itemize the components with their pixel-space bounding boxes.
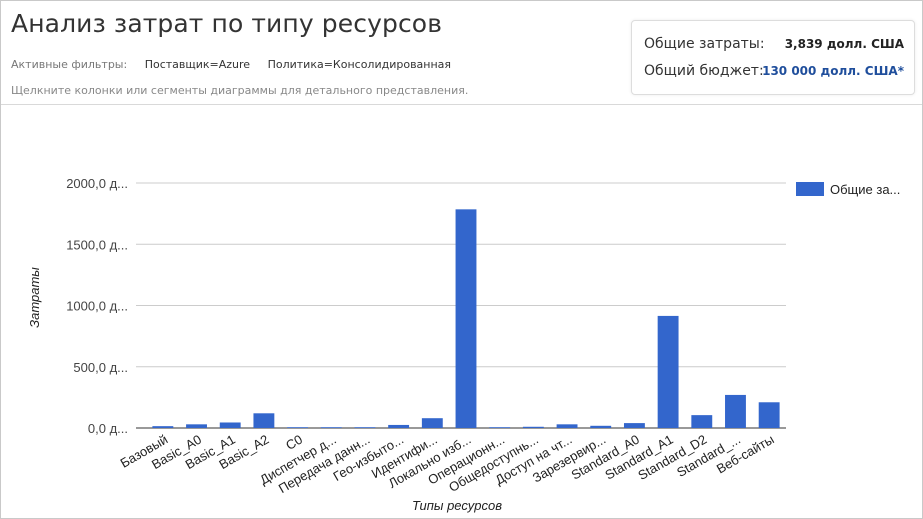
y-tick-label: 1500,0 д... (66, 237, 128, 252)
bar[interactable] (253, 413, 275, 428)
bar[interactable] (522, 426, 544, 428)
total-cost-label: Общие затраты: (644, 36, 765, 52)
bar[interactable] (623, 423, 645, 428)
legend-label[interactable]: Общие за... (830, 182, 900, 197)
bar[interactable] (354, 427, 376, 428)
total-budget-label: Общий бюджет: (644, 63, 764, 79)
bar[interactable] (287, 427, 309, 428)
total-cost-row: Общие затраты: 3,839 долл. США (644, 36, 904, 52)
bar[interactable] (590, 425, 612, 428)
y-axis-title: Затраты (27, 267, 42, 328)
bar[interactable] (186, 424, 207, 428)
filters-label: Активные фильтры: (11, 58, 128, 71)
y-tick-label: 0,0 д... (88, 421, 128, 436)
total-budget-row: Общий бюджет: 130 000 долл. США* (644, 63, 904, 79)
active-filters: Активные фильтры: Поставщик=Azure Полити… (11, 58, 465, 71)
cost-summary-card: Общие затраты: 3,839 долл. США Общий бюд… (631, 20, 915, 95)
x-tick-label: C0 (283, 432, 305, 453)
bar[interactable] (388, 424, 410, 428)
bar[interactable] (691, 415, 713, 428)
cost-bar-chart: 0,0 д... 500,0 д... 1000,0 д... 1500,0 д...… (27, 176, 900, 513)
bar[interactable] (421, 418, 443, 428)
page-title: Анализ затрат по типу ресурсов (11, 9, 443, 38)
legend-swatch (796, 182, 824, 196)
bar[interactable] (489, 427, 511, 428)
bar[interactable] (320, 427, 342, 428)
total-budget-value: 130 000 долл. США* (762, 64, 904, 78)
bar[interactable] (657, 315, 679, 428)
bar[interactable] (455, 209, 477, 428)
report-header: Анализ затрат по типу ресурсов Активные … (1, 1, 922, 105)
y-tick-label: 500,0 д... (73, 360, 128, 375)
filter-provider[interactable]: Поставщик=Azure (144, 58, 251, 71)
bar[interactable] (219, 422, 241, 428)
y-tick-label: 2000,0 д... (66, 176, 128, 191)
bar[interactable] (725, 394, 746, 428)
drilldown-hint: Щелкните колонки или сегменты диаграммы … (11, 84, 469, 97)
total-cost-value: 3,839 долл. США (784, 37, 904, 51)
bar[interactable] (556, 424, 578, 428)
y-tick-label: 1000,0 д... (66, 299, 128, 314)
bar[interactable] (152, 426, 174, 428)
bar[interactable] (758, 402, 780, 428)
filter-policy[interactable]: Политика=Консолидированная (267, 58, 452, 71)
x-axis-title: Типы ресурсов (412, 498, 502, 513)
